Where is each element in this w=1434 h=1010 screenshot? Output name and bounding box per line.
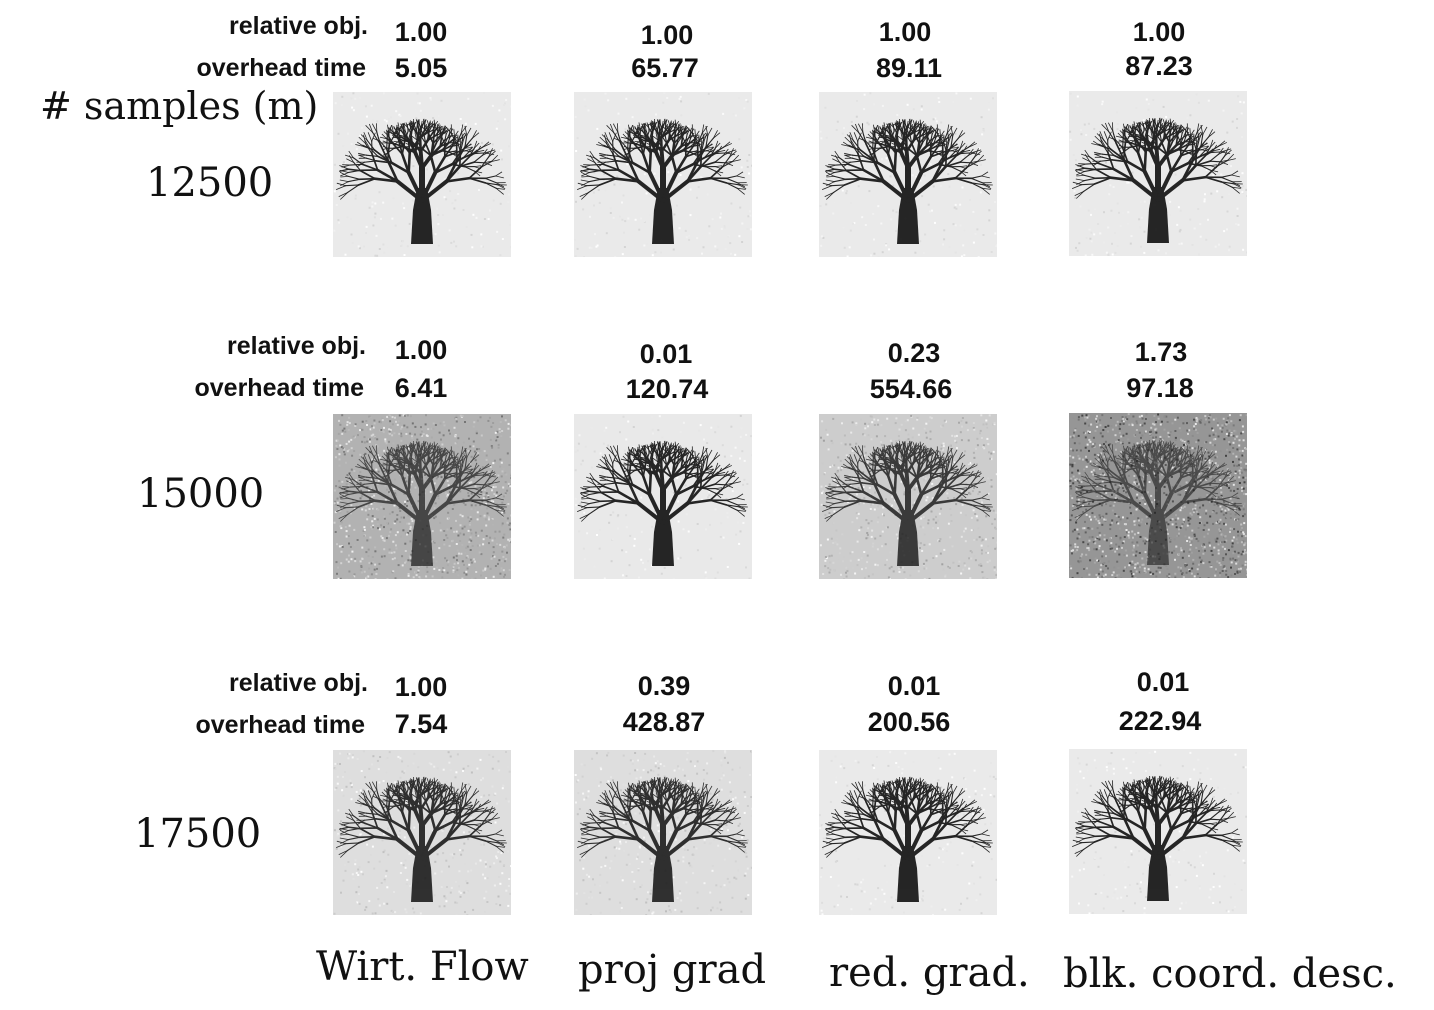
tree-image-row1-blk-coord-desc <box>1069 91 1247 256</box>
row2-col2-obj: 0.01 <box>639 339 693 369</box>
tree-image-row3-blk-coord-desc <box>1069 749 1247 914</box>
row2-m-value: 15000 <box>137 471 265 517</box>
row3-col4-obj: 0.01 <box>1136 667 1190 697</box>
tree-image-row1-proj-grad <box>574 92 752 257</box>
row1-col3-time: 89.11 <box>875 53 943 83</box>
row1-col4-obj: 1.00 <box>1132 17 1186 47</box>
row2-col1-obj: 1.00 <box>394 335 448 365</box>
row3-obj-label: relative obj. <box>229 669 368 697</box>
row1-col1-time: 5.05 <box>394 53 448 83</box>
row3-col2-time: 428.87 <box>622 707 706 737</box>
row3-col4-time: 222.94 <box>1118 706 1202 736</box>
method-label-proj-grad: proj grad <box>578 947 767 993</box>
tree-image-row3-proj-grad <box>574 750 752 915</box>
row1-m-value: 12500 <box>146 160 274 206</box>
row1-col1-obj: 1.00 <box>394 17 448 47</box>
method-label-wirt-flow: Wirt. Flow <box>316 944 529 990</box>
row3-m-value: 17500 <box>134 811 262 857</box>
method-label-red-grad: red. grad. <box>829 950 1030 996</box>
row2-col4-obj: 1.73 <box>1134 337 1188 367</box>
tree-image-row2-blk-coord-desc <box>1069 413 1247 578</box>
row1-col3-obj: 1.00 <box>878 17 932 47</box>
row3-col3-time: 200.56 <box>867 707 951 737</box>
row2-col3-time: 554.66 <box>869 374 953 404</box>
tree-image-row2-red-grad <box>819 414 997 579</box>
row2-obj-label: relative obj. <box>227 332 366 360</box>
row3-col1-time: 7.54 <box>394 709 448 739</box>
row3-col2-obj: 0.39 <box>637 671 691 701</box>
row3-time-label: overhead time <box>195 711 365 739</box>
row1-col2-obj: 1.00 <box>640 20 694 50</box>
row2-col2-time: 120.74 <box>625 374 709 404</box>
row2-col1-time: 6.41 <box>394 373 448 403</box>
tree-image-row2-wirt-flow <box>333 414 511 579</box>
row2-col3-obj: 0.23 <box>887 338 941 368</box>
row2-col4-time: 97.18 <box>1126 373 1194 403</box>
row1-col4-time: 87.23 <box>1125 51 1193 81</box>
row3-col3-obj: 0.01 <box>887 671 941 701</box>
method-label-blk-coord-desc: blk. coord. desc. <box>1063 951 1397 997</box>
row3-col1-obj: 1.00 <box>394 672 448 702</box>
row1-time-label: overhead time <box>196 54 366 82</box>
row2-time-label: overhead time <box>194 374 364 402</box>
tree-image-row1-wirt-flow <box>333 92 511 257</box>
row1-col2-time: 65.77 <box>631 53 699 83</box>
tree-image-row3-wirt-flow <box>333 750 511 915</box>
tree-image-row1-red-grad <box>819 92 997 257</box>
row1-obj-label: relative obj. <box>229 12 368 40</box>
tree-image-row2-proj-grad <box>574 414 752 579</box>
samples-header: # samples (m) <box>40 84 319 128</box>
tree-image-row3-red-grad <box>819 750 997 915</box>
